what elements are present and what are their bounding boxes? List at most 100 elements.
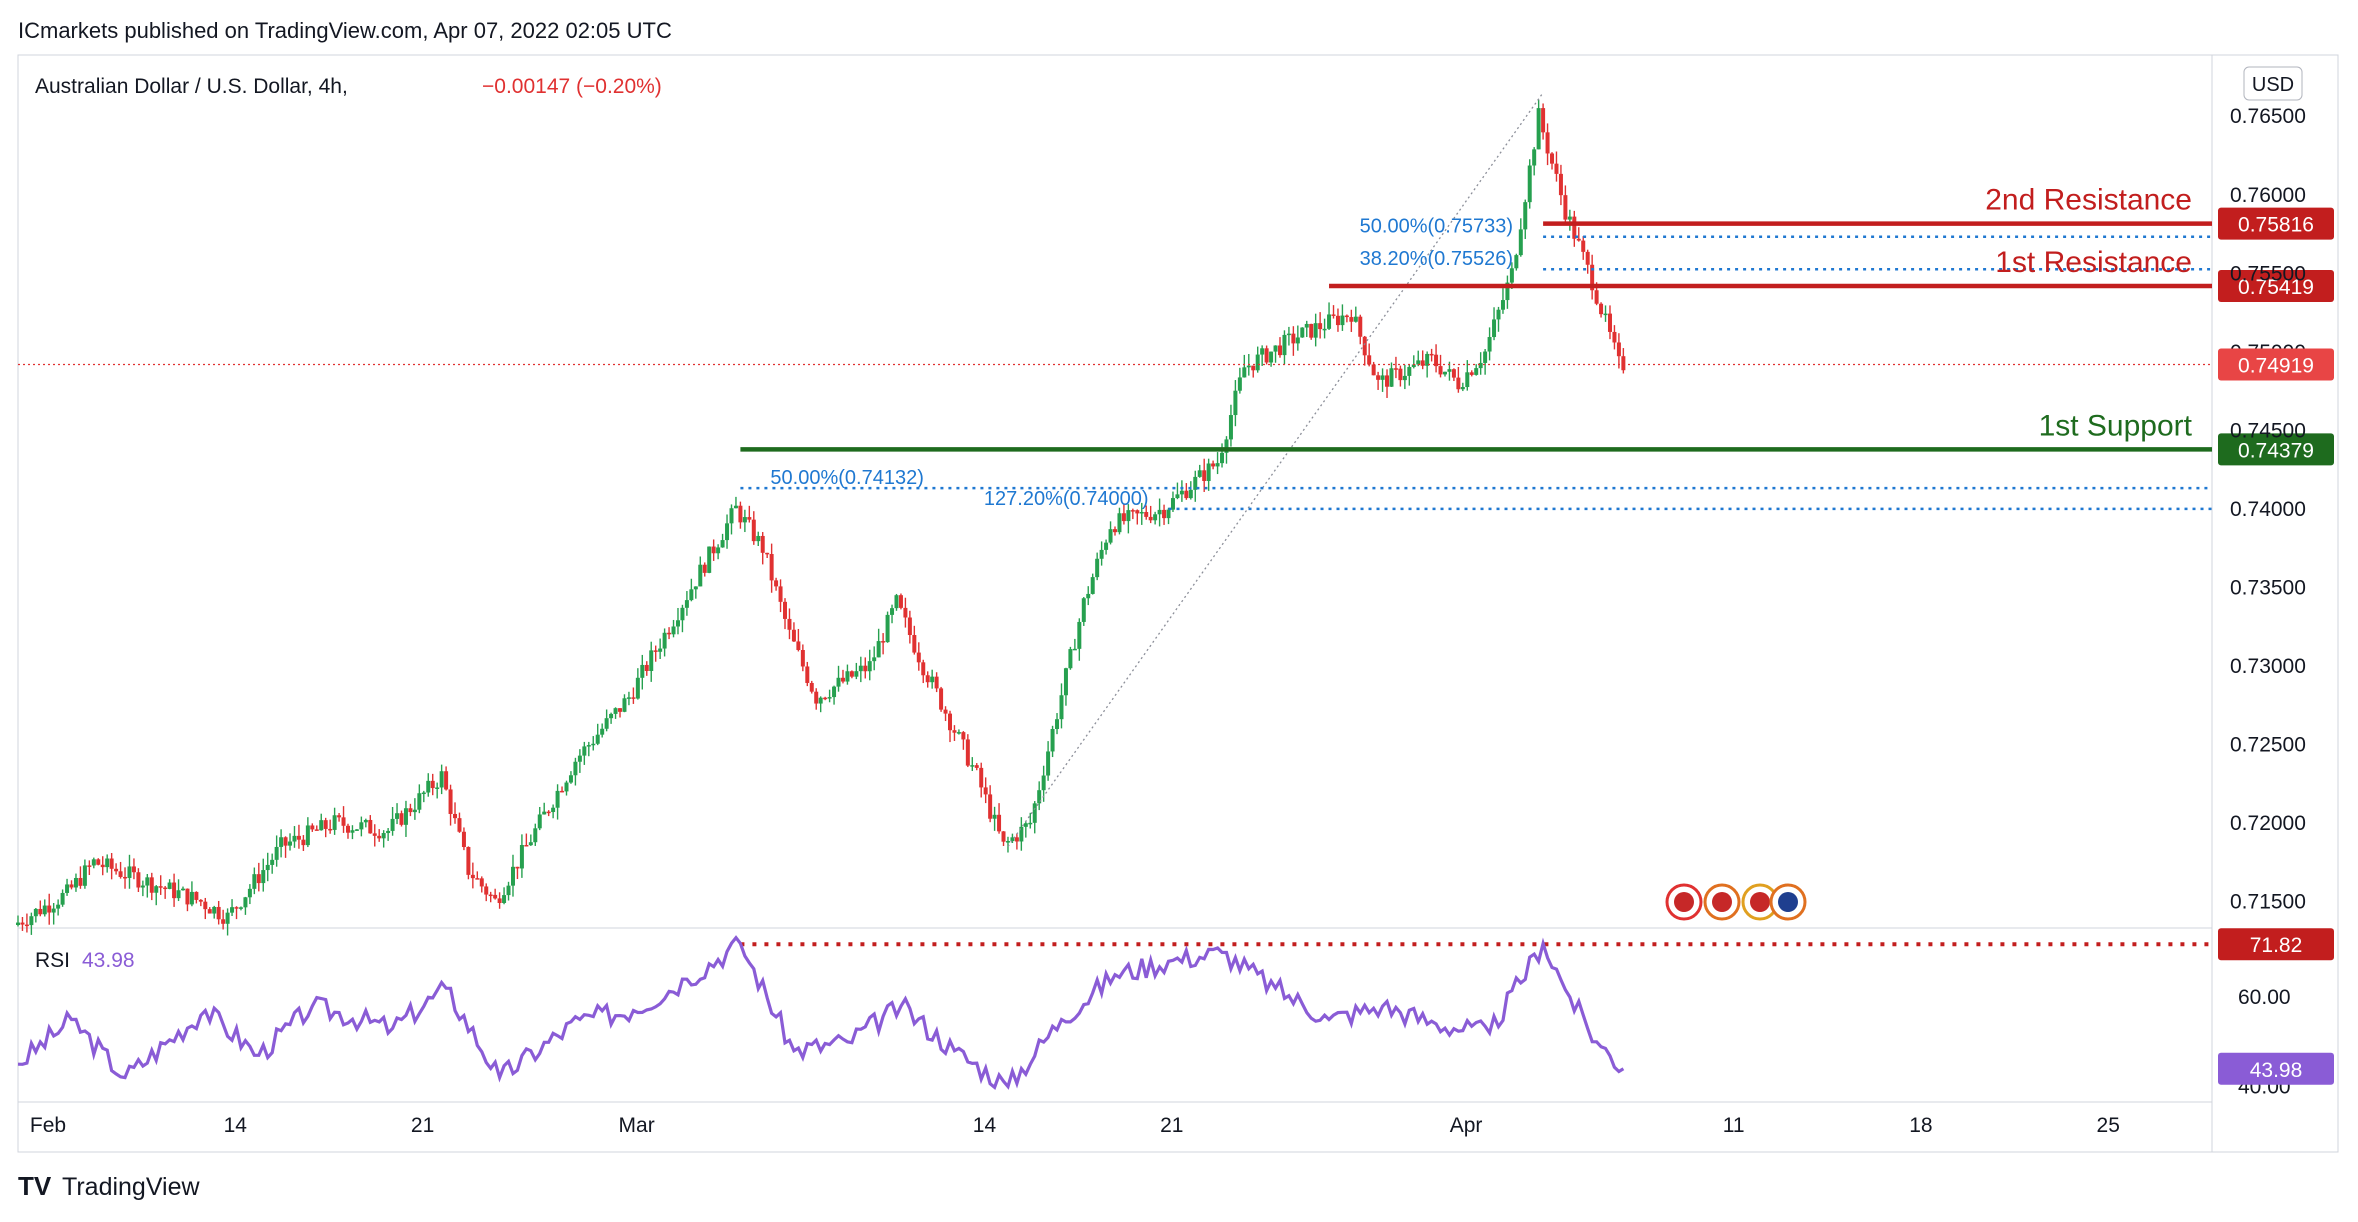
candle-body <box>1202 470 1207 482</box>
candle-body <box>1456 377 1461 390</box>
rsi-value: 43.98 <box>82 949 135 972</box>
tradingview-logo[interactable]: TV TradingView <box>18 1171 201 1201</box>
fib-level-label: 127.20%(0.74000) <box>984 488 1149 510</box>
candle-body <box>296 835 301 840</box>
candle-body <box>444 771 449 790</box>
rsi-title: RSI <box>35 949 70 972</box>
candle-body <box>1505 282 1510 301</box>
candle-body <box>907 617 912 636</box>
candle-body <box>1269 351 1274 363</box>
level-price-label: 0.75419 <box>2238 276 2314 299</box>
candle-body <box>16 922 20 925</box>
candle-body <box>872 657 877 662</box>
candle-body <box>337 815 342 818</box>
candle-body <box>390 818 395 831</box>
candle-body <box>461 831 466 848</box>
candle-body <box>1206 463 1211 482</box>
candle-body <box>1242 367 1247 378</box>
candle-body <box>350 830 355 833</box>
candle-body <box>1420 360 1425 366</box>
candle-body <box>1567 216 1572 220</box>
level-price-label: 0.74379 <box>2238 439 2314 462</box>
candle-body <box>640 664 645 678</box>
candle-body <box>1304 323 1309 328</box>
last-price-label: 0.74919 <box>2238 355 2314 378</box>
candle-body <box>466 847 471 875</box>
economic-event-flags[interactable] <box>1665 883 1807 921</box>
candle-body <box>1554 163 1559 174</box>
time-tick-label: 14 <box>973 1114 997 1137</box>
candle-body <box>38 908 43 915</box>
candle-body <box>1193 476 1198 490</box>
candle-body <box>863 665 868 672</box>
candle-body <box>653 650 658 652</box>
candle-body <box>698 564 703 587</box>
candle-body <box>1474 368 1479 375</box>
candle-body <box>230 907 235 913</box>
candle-body <box>167 882 172 889</box>
candle-body <box>693 586 698 590</box>
candle-body <box>1264 348 1269 363</box>
candle-body <box>1438 366 1443 375</box>
candle-body <box>1251 365 1256 371</box>
candle-body <box>1095 558 1100 578</box>
candle-body <box>600 728 605 735</box>
candle-body <box>1099 549 1104 559</box>
candle-body <box>1184 490 1189 499</box>
candle-body <box>787 618 792 630</box>
candle-body <box>140 885 145 888</box>
candle-body <box>1451 369 1456 378</box>
candle-body <box>1545 132 1550 154</box>
candle-body <box>1616 342 1621 357</box>
candles-layer <box>16 99 1626 936</box>
candle-body <box>1277 345 1282 356</box>
rsi-current-tag <box>2218 1052 2334 1085</box>
candle-body <box>1121 513 1126 522</box>
candle-body <box>849 671 854 677</box>
candle-body <box>381 833 386 839</box>
candle-body <box>1188 489 1193 499</box>
candle-body <box>1130 510 1135 512</box>
candle-body <box>751 519 756 542</box>
candle-body <box>756 535 761 542</box>
candle-body <box>791 629 796 642</box>
currency-label: USD <box>2252 74 2294 96</box>
candle-body <box>568 775 573 783</box>
candle-body <box>417 793 422 810</box>
candle-body <box>524 845 529 847</box>
candle-body <box>1349 317 1354 322</box>
candle-body <box>577 755 582 762</box>
candle-body <box>988 794 993 819</box>
candle-body <box>533 828 538 843</box>
currency-badge[interactable]: USD <box>2243 66 2303 101</box>
candle-body <box>542 811 547 815</box>
candle-body <box>689 589 694 601</box>
candle-body <box>1032 803 1037 823</box>
candle-body <box>1550 153 1555 164</box>
candle-body <box>1228 415 1233 440</box>
candle-body <box>412 809 417 813</box>
candle-body <box>805 666 810 683</box>
candle-body <box>1309 323 1314 338</box>
candle-body <box>270 859 275 865</box>
candle-body <box>1050 729 1055 752</box>
candle-body <box>1282 334 1287 356</box>
candle-body <box>1612 331 1617 343</box>
candle-body <box>1166 509 1171 519</box>
candle-body <box>1594 290 1599 304</box>
candle-body <box>221 919 226 924</box>
level-name: 2nd Resistance <box>1985 184 2192 217</box>
candle-body <box>207 909 212 914</box>
candle-body <box>279 837 284 847</box>
candle-body <box>1246 365 1251 368</box>
time-tick-label: 25 <box>2097 1114 2120 1137</box>
candle-body <box>73 877 78 888</box>
candle-body <box>292 835 297 842</box>
rsi-tick-label: 60.00 <box>2238 986 2291 1009</box>
candle-body <box>283 837 288 846</box>
candle-body <box>948 713 953 731</box>
candle-body <box>1179 490 1184 495</box>
candle-body <box>733 505 738 509</box>
fib-level-label: 50.00%(0.74132) <box>770 467 923 489</box>
